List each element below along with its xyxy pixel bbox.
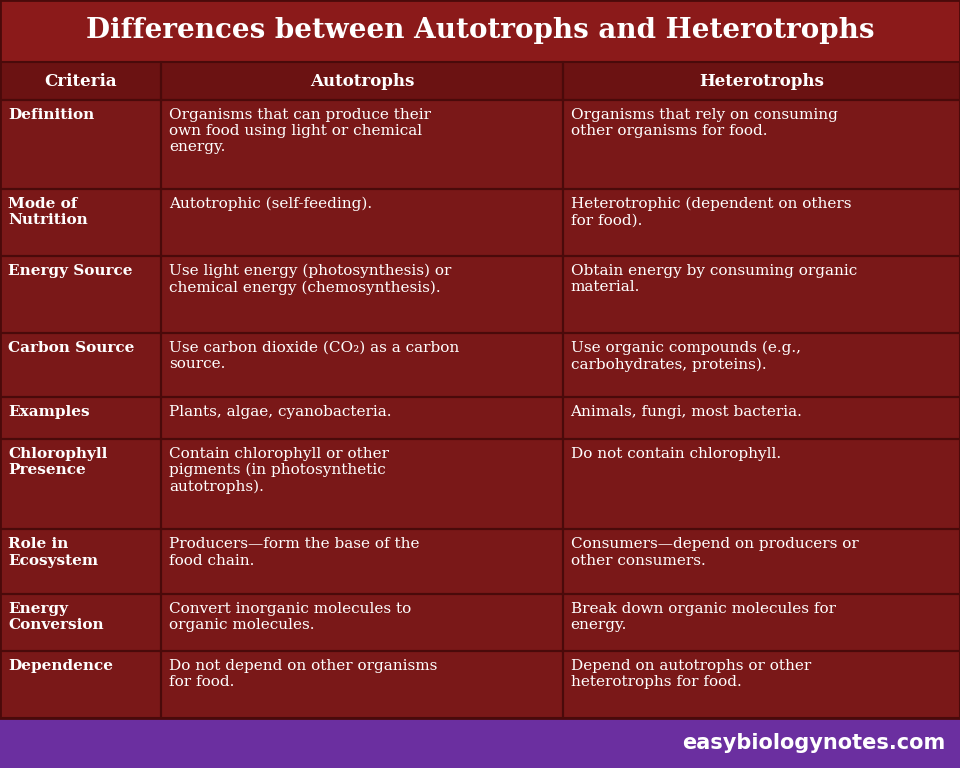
Text: easybiologynotes.com: easybiologynotes.com [682, 733, 945, 753]
Text: Producers—form the base of the
food chain.: Producers—form the base of the food chai… [169, 538, 420, 568]
Bar [0, 189, 161, 256]
Bar [0, 189, 161, 256]
Bar [0, 62, 960, 100]
Bar [0, 718, 960, 768]
Bar [0, 0, 960, 62]
Bar [0, 100, 161, 189]
Text: Obtain energy by consuming organic
material.: Obtain energy by consuming organic mater… [570, 264, 857, 294]
Text: Organisms that can produce their
own food using light or chemical
energy.: Organisms that can produce their own foo… [169, 108, 431, 154]
Bar [161, 529, 563, 594]
Bar [563, 333, 960, 397]
Bar [161, 650, 563, 718]
Bar [161, 100, 563, 189]
Bar [0, 256, 161, 333]
Text: Heterotrophs: Heterotrophs [699, 72, 824, 90]
Bar [161, 529, 563, 594]
Bar [161, 189, 563, 256]
Bar [563, 439, 960, 529]
Bar [0, 62, 161, 100]
Bar [563, 189, 960, 256]
Text: Use organic compounds (e.g.,
carbohydrates, proteins).: Use organic compounds (e.g., carbohydrat… [570, 341, 801, 372]
Bar [563, 100, 960, 189]
Text: Autotrophs: Autotrophs [310, 72, 414, 90]
Bar [161, 333, 563, 397]
Bar [161, 100, 563, 189]
Bar [161, 189, 563, 256]
Bar [0, 100, 161, 189]
Text: Definition: Definition [8, 108, 94, 122]
Text: Animals, fungi, most bacteria.: Animals, fungi, most bacteria. [570, 406, 803, 419]
Bar [563, 62, 960, 100]
Text: Break down organic molecules for
energy.: Break down organic molecules for energy. [570, 601, 835, 632]
Bar [563, 256, 960, 333]
Text: Chlorophyll
Presence: Chlorophyll Presence [8, 447, 108, 477]
Bar [0, 529, 161, 594]
Bar [161, 439, 563, 529]
Bar [0, 439, 161, 529]
Text: Use carbon dioxide (CO₂) as a carbon
source.: Use carbon dioxide (CO₂) as a carbon sou… [169, 341, 460, 371]
Bar [0, 650, 161, 718]
Text: Mode of
Nutrition: Mode of Nutrition [8, 197, 87, 227]
Text: Carbon Source: Carbon Source [8, 341, 134, 355]
Bar [161, 256, 563, 333]
Text: Energy Source: Energy Source [8, 264, 132, 278]
Bar [161, 397, 563, 439]
Bar [161, 397, 563, 439]
Bar [563, 594, 960, 650]
Bar [0, 439, 161, 529]
Bar [0, 650, 161, 718]
Text: Plants, algae, cyanobacteria.: Plants, algae, cyanobacteria. [169, 406, 392, 419]
Text: Examples: Examples [8, 406, 89, 419]
Bar [0, 594, 161, 650]
Text: Contain chlorophyll or other
pigments (in photosynthetic
autotrophs).: Contain chlorophyll or other pigments (i… [169, 447, 390, 494]
Bar [161, 594, 563, 650]
Bar [563, 100, 960, 189]
Bar [0, 256, 161, 333]
Bar [0, 397, 161, 439]
Text: Do not contain chlorophyll.: Do not contain chlorophyll. [570, 447, 780, 461]
Bar [563, 189, 960, 256]
Text: Dependence: Dependence [8, 659, 113, 673]
Text: Autotrophic (self-feeding).: Autotrophic (self-feeding). [169, 197, 372, 211]
Text: Heterotrophic (dependent on others
for food).: Heterotrophic (dependent on others for f… [570, 197, 852, 227]
Bar [161, 62, 563, 100]
Text: Criteria: Criteria [44, 72, 117, 90]
Text: Depend on autotrophs or other
heterotrophs for food.: Depend on autotrophs or other heterotrop… [570, 659, 811, 689]
Bar [563, 333, 960, 397]
Bar [563, 439, 960, 529]
Bar [161, 439, 563, 529]
Bar [0, 594, 161, 650]
Bar [563, 529, 960, 594]
Bar [161, 650, 563, 718]
Bar [161, 256, 563, 333]
Bar [161, 594, 563, 650]
Text: Role in
Ecosystem: Role in Ecosystem [8, 538, 98, 568]
Text: Energy
Conversion: Energy Conversion [8, 601, 104, 632]
Text: Convert inorganic molecules to
organic molecules.: Convert inorganic molecules to organic m… [169, 601, 412, 632]
Bar [563, 529, 960, 594]
Text: Differences between Autotrophs and Heterotrophs: Differences between Autotrophs and Heter… [85, 18, 875, 45]
Bar [161, 333, 563, 397]
Bar [563, 256, 960, 333]
Bar [563, 650, 960, 718]
Text: Do not depend on other organisms
for food.: Do not depend on other organisms for foo… [169, 659, 438, 689]
Bar [563, 397, 960, 439]
Bar [563, 397, 960, 439]
Bar [0, 397, 161, 439]
Bar [0, 333, 161, 397]
Bar [0, 529, 161, 594]
Bar [563, 650, 960, 718]
Text: Consumers—depend on producers or
other consumers.: Consumers—depend on producers or other c… [570, 538, 858, 568]
Text: Use light energy (photosynthesis) or
chemical energy (chemosynthesis).: Use light energy (photosynthesis) or che… [169, 264, 451, 295]
Bar [0, 333, 161, 397]
Bar [563, 594, 960, 650]
Text: Organisms that rely on consuming
other organisms for food.: Organisms that rely on consuming other o… [570, 108, 837, 138]
